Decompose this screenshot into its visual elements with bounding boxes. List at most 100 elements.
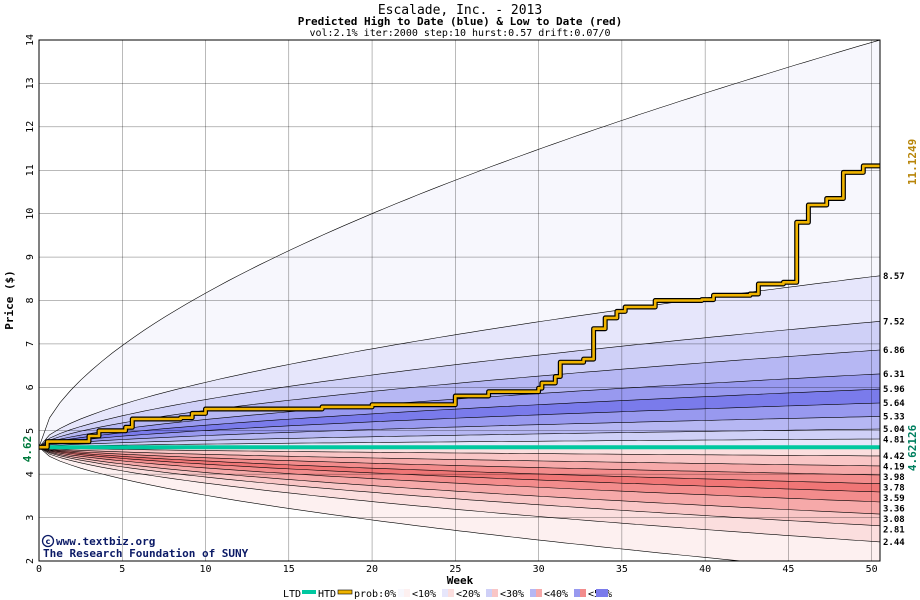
x-tick-label-7: 35: [616, 564, 628, 575]
low-band-edge-8: [39, 446, 880, 467]
credits: c www.textbiz.org The Research Foundatio…: [41, 534, 249, 560]
y-tick-label-4: 6: [25, 384, 36, 390]
x-tick-label-8: 40: [699, 564, 711, 575]
band-end-label-17: 2.44: [883, 538, 905, 548]
probability-bands: [39, 40, 880, 561]
y-tick-label-11: 13: [25, 77, 36, 89]
y-tick-label-10: 12: [25, 121, 36, 133]
copyright-icon: [41, 534, 55, 548]
y-tick-label-3: 5: [25, 428, 36, 434]
x-tick-label-3: 15: [283, 564, 295, 575]
high-band-edge-4: [39, 373, 880, 448]
band-end-label-1: 7.52: [883, 317, 905, 327]
y-tick-label-5: 7: [25, 341, 36, 347]
y-axis-label: Price ($): [3, 270, 16, 330]
high-band-edge-0: [39, 40, 880, 448]
high-band-edge-5: [39, 388, 880, 448]
legend-p20-swatch: [486, 589, 492, 597]
y-tick-label-6: 8: [25, 297, 36, 303]
y-tick-label-1: 3: [25, 515, 36, 521]
x-tick-label-9: 45: [782, 564, 794, 575]
legend-p30-swatch: [530, 589, 536, 597]
x-tick-label-10: 50: [866, 564, 878, 575]
credit-organization: The Research Foundation of SUNY: [43, 547, 249, 560]
x-axis-label: Week: [447, 574, 474, 587]
legend-prob-text: prob:0%: [354, 589, 396, 600]
y-tick-label-0: 2: [25, 558, 36, 564]
credit-website: www.textbiz.org: [56, 535, 155, 548]
legend-ltd-swatch: [302, 590, 316, 594]
legend-p30-swatch-low: [536, 589, 542, 597]
high-band-edge-7: [39, 416, 880, 448]
band-end-label-14: 3.36: [883, 504, 905, 514]
chart-subtitle: Predicted High to Date (blue) & Low to D…: [298, 15, 623, 28]
band-end-labels: 8.57 7.52 6.86 6.31 5.96 5.64 5.33 5.044.81 4.42…: [883, 272, 905, 548]
x-tick-label-4: 20: [366, 564, 378, 575]
y-tick-label-8: 10: [25, 208, 36, 220]
legend-p20-swatch-low: [492, 589, 498, 597]
legend-p40-swatch: [574, 589, 580, 597]
band-end-label-16: 2.81: [883, 525, 905, 535]
legend-p40-swatch-low: [580, 589, 586, 597]
legend-p10-swatch-low: [448, 589, 454, 597]
low-band-edge-3: [39, 446, 880, 515]
plot-frame: [38, 39, 881, 562]
x-tick-label-0: 0: [36, 564, 42, 575]
legend-p40-text: <40%: [544, 589, 568, 600]
band-end-label-7: 5.04: [883, 425, 905, 435]
band-end-label-8: 4.81: [883, 436, 905, 446]
legend-htd-text: HTD: [318, 589, 336, 600]
legend-p30-text: <30%: [500, 589, 524, 600]
band-end-label-3: 6.31: [883, 370, 905, 380]
x-tick-label-6: 30: [533, 564, 545, 575]
htd-line: [39, 164, 880, 449]
band-end-label-4: 5.96: [883, 385, 905, 395]
chart-params: vol:2.1% iter:2000 step:10 hurst:0.57 dr…: [309, 28, 610, 39]
grid: [39, 39, 880, 562]
x-tick-label-2: 10: [200, 564, 212, 575]
x-tick-label-5: 25: [449, 564, 461, 575]
low-band-edge-6: [39, 446, 880, 484]
legend-htd-swatch: [337, 589, 353, 595]
high-band-edge-2: [39, 321, 880, 448]
low-band-edge-5: [39, 446, 880, 493]
band-end-label-0: 8.57: [883, 272, 905, 282]
legend-p10-swatch: [442, 589, 448, 597]
band-end-label-15: 3.08: [883, 515, 905, 525]
low-band-9: [39, 447, 880, 456]
legend-p10-text: <10%: [412, 589, 436, 600]
low-band-edge-1: [39, 446, 880, 543]
band-end-label-12: 3.78: [883, 483, 905, 493]
chart-title: Escalade, Inc. - 2013: [378, 3, 542, 18]
y-tick-label-7: 9: [25, 254, 36, 260]
band-end-label-6: 5.33: [883, 412, 905, 422]
start-value-label: 4.62: [21, 436, 34, 463]
high-band-edge-6: [39, 402, 880, 448]
htd-value-label: 11.1249: [906, 139, 919, 185]
y-tick-label-9: 11: [25, 164, 36, 176]
legend-p20-text: <20%: [456, 589, 480, 600]
low-band-edge-4: [39, 446, 880, 503]
band-end-label-13: 3.59: [883, 494, 905, 504]
band-end-label-11: 3.98: [883, 473, 905, 483]
legend: LTD HTD prob:0% <10% <20% <30% <40% <50%…: [283, 589, 612, 600]
high-band-edge-3: [39, 349, 880, 448]
band-end-label-5: 5.64: [883, 399, 905, 409]
ltd-value-label: 4.62126: [906, 424, 919, 471]
y-tick-label-2: 4: [25, 471, 36, 477]
low-band-edge-7: [39, 446, 880, 476]
y-tick-label-12: 14: [25, 34, 36, 46]
high-band-9: [39, 439, 880, 448]
band-end-label-10: 4.19: [883, 462, 905, 472]
copyright-c-glyph: c: [46, 537, 51, 546]
band-end-label-2: 6.86: [883, 346, 905, 356]
legend-p50-swatch: [596, 589, 608, 597]
series-layer: [39, 163, 880, 450]
legend-ltd-text: LTD: [283, 589, 301, 600]
x-tick-label-1: 5: [119, 564, 125, 575]
band-end-label-9: 4.42: [883, 452, 905, 462]
low-band-edge-9: [39, 446, 880, 457]
legend-p0-swatch-low: [404, 589, 410, 597]
